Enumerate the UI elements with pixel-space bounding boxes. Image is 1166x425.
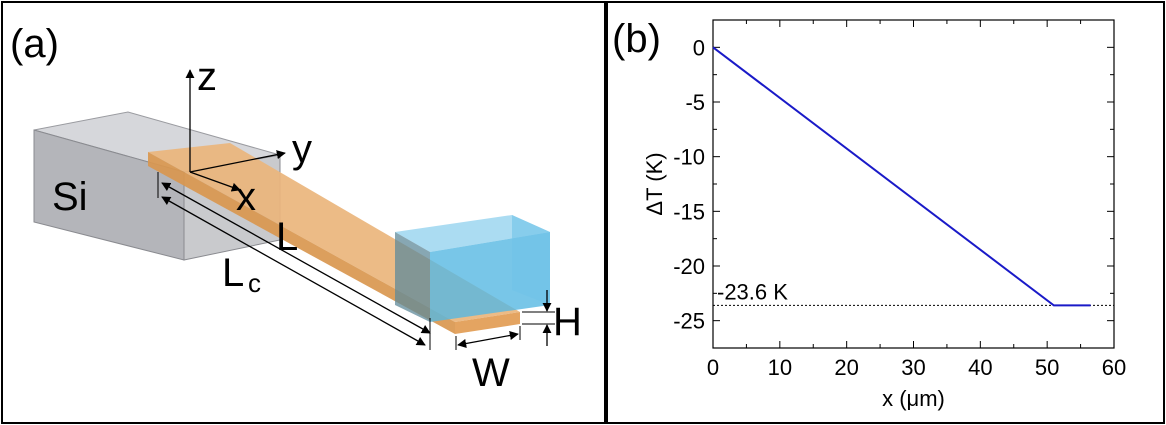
y-axis-title: ΔT (K) bbox=[642, 152, 667, 215]
y-tick-label: -15 bbox=[673, 199, 705, 224]
dimension-lines: L L c W H bbox=[157, 172, 582, 395]
z-axis-label: z bbox=[197, 55, 217, 99]
x-tick-label: 30 bbox=[901, 355, 925, 380]
dim-H-label: H bbox=[553, 300, 582, 344]
delta-t-series-line bbox=[712, 46, 1091, 307]
x-axis-title: x (μm) bbox=[882, 386, 945, 411]
x-tick-label: 60 bbox=[1102, 355, 1126, 380]
dim-Lc-subscript: c bbox=[248, 268, 261, 298]
x-tick-label: 50 bbox=[1035, 355, 1059, 380]
heatsink-right bbox=[512, 215, 550, 305]
dim-L-label: L bbox=[276, 215, 298, 259]
panel-b-border bbox=[606, 1, 1165, 424]
dim-W-label: W bbox=[472, 351, 510, 395]
panel-a-label: (a) bbox=[10, 22, 59, 66]
y-tick-label: -25 bbox=[673, 309, 705, 334]
y-tick-label: -5 bbox=[685, 90, 705, 115]
heat-sink-block bbox=[395, 215, 550, 322]
x-tick-label: 40 bbox=[968, 355, 992, 380]
delta-t-line-chart: 0 10 20 30 40 50 60 0 -5 -10 -15 -20 -25 -23.6 K x (… bbox=[642, 19, 1126, 411]
beam-end bbox=[455, 312, 520, 334]
y-axis-label: y bbox=[292, 127, 312, 171]
x-axis-label: x bbox=[236, 175, 256, 219]
dim-W-line bbox=[457, 331, 519, 348]
y-tick-label: 0 bbox=[693, 35, 705, 60]
panel-b: (b) 0 10 20 30 40 50 60 0 -5 -10 -15 -20 -25 -23.6 K… bbox=[606, 1, 1165, 424]
dim-Lc-label: L bbox=[222, 251, 244, 295]
panel-a-border bbox=[1, 1, 606, 424]
tick-labels: 0 10 20 30 40 50 60 0 -5 -10 -15 -20 -25 bbox=[673, 35, 1126, 380]
panel-a: (a) Si z y x bbox=[1, 1, 606, 424]
y-axis-arrow bbox=[189, 150, 286, 173]
dim-Lc-line bbox=[161, 196, 426, 346]
x-tick-label: 0 bbox=[707, 355, 719, 380]
axis-ticks bbox=[712, 19, 1115, 349]
y-tick-label: -20 bbox=[673, 254, 705, 279]
heatsink-top bbox=[395, 215, 550, 252]
x-tick-label: 20 bbox=[834, 355, 858, 380]
y-tick-label: -10 bbox=[673, 145, 705, 170]
x-tick-label: 10 bbox=[768, 355, 792, 380]
series-vertices bbox=[712, 47, 1091, 306]
reference-annotation: -23.6 K bbox=[717, 279, 788, 304]
si-label: Si bbox=[52, 175, 88, 219]
panel-b-label: (b) bbox=[612, 17, 661, 61]
